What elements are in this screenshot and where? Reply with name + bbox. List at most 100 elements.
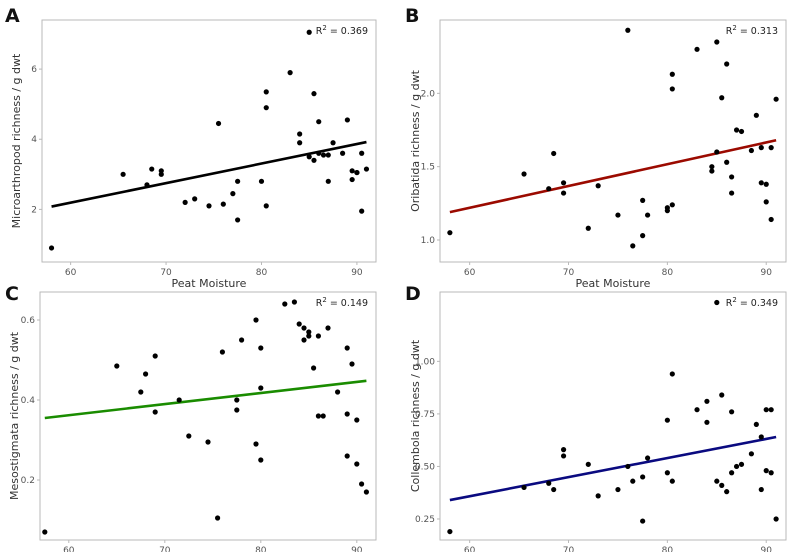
panel-b-data-point bbox=[758, 145, 764, 151]
panel-c-data-point bbox=[239, 337, 245, 343]
panel-c-regression-line bbox=[44, 379, 367, 420]
panel-b-r2-prefix: R bbox=[726, 26, 733, 37]
panel-a-r2-value: = 0.369 bbox=[327, 26, 368, 37]
panel-a-data-point bbox=[182, 199, 188, 205]
panel-b-letter: B bbox=[405, 5, 419, 27]
panel-b-data-point bbox=[630, 243, 636, 249]
panel-c-data-point bbox=[315, 333, 321, 339]
panel-d-data-point bbox=[719, 392, 725, 398]
panel-d-y-axis-label: Collembola richness / g dwt bbox=[409, 339, 422, 492]
panel-a-data-point bbox=[48, 245, 55, 251]
panel-c-r2-superscript: 2 bbox=[322, 296, 326, 304]
panel-d-y-tick-label: 1.00 bbox=[415, 357, 435, 367]
panel-d-data-point bbox=[758, 486, 764, 493]
panel-c-data-point bbox=[234, 397, 240, 403]
panel-a-data-point bbox=[206, 203, 212, 209]
panel-b-x-tick-label: 80 bbox=[662, 268, 674, 278]
panel-b-data-point bbox=[669, 71, 675, 77]
panel-b-data-point bbox=[763, 199, 769, 205]
panel-c-y-tick-label: 0.6 bbox=[21, 316, 36, 326]
panel-a-data-point bbox=[235, 178, 241, 184]
panel-a-data-point bbox=[316, 150, 322, 156]
panel-d-data-point bbox=[738, 461, 745, 467]
panel-b-data-point bbox=[669, 202, 675, 208]
panel-b-data-point bbox=[724, 61, 730, 67]
panel-c-data-point bbox=[215, 515, 221, 521]
panel-b-data-point bbox=[625, 27, 631, 33]
panel-a-data-point bbox=[311, 157, 317, 163]
panel-d-data-point bbox=[630, 478, 636, 484]
panel-c-plot-frame bbox=[39, 291, 377, 541]
panel-a-data-point bbox=[363, 166, 370, 172]
panel-d-data-point bbox=[585, 461, 591, 467]
panel-b-data-point bbox=[709, 164, 715, 170]
panel-b-y-tick-label: 2.0 bbox=[421, 89, 436, 99]
panel-b-y-axis-label: Oribatida richness / g dwt bbox=[409, 69, 422, 212]
panel-a-y-tick-label: 6 bbox=[31, 65, 37, 75]
panel-b-data-point bbox=[719, 95, 725, 101]
panel-b-data-point bbox=[585, 225, 591, 231]
panel-d-data-point bbox=[704, 419, 710, 425]
panel-c-data-point bbox=[176, 397, 182, 403]
panel-b-r2-superscript: 2 bbox=[732, 24, 736, 32]
panel-c-data-point bbox=[258, 457, 264, 463]
panel-b-data-point bbox=[709, 168, 715, 174]
panel-c-data-point bbox=[152, 353, 158, 359]
panel-c-data-point bbox=[42, 529, 48, 535]
panel-a-y-axis-label: Microarthropod richness / g dwt bbox=[10, 53, 23, 228]
panel-d-data-point bbox=[704, 398, 710, 404]
panel-b: B 60 70 80 90 1.0 1.5 2.0 Peat Moisture Oribatida… bbox=[405, 5, 787, 290]
panel-b-data-point bbox=[763, 181, 769, 187]
panel-a-data-point bbox=[144, 182, 150, 188]
panel-c-y-tick-label: 0.4 bbox=[21, 396, 36, 406]
panel-c-data-point bbox=[291, 299, 297, 305]
panel-d-data-point bbox=[560, 453, 567, 459]
panel-d-data-point bbox=[664, 417, 670, 423]
panel-a-plot-frame bbox=[41, 19, 377, 263]
panel-d-data-point bbox=[768, 407, 774, 413]
panel-a-data-point bbox=[340, 150, 346, 156]
panel-a-data-point bbox=[258, 178, 265, 184]
panel-b-data-point bbox=[768, 145, 774, 151]
panel-b-data-point bbox=[738, 128, 745, 135]
panel-a-data-point bbox=[297, 131, 303, 137]
panel-b-data-point bbox=[615, 212, 621, 218]
panel-b-x-tick-label: 70 bbox=[563, 268, 575, 278]
panel-a-letter: A bbox=[5, 5, 20, 27]
panel-a-x-axis-label: Peat Moisture bbox=[172, 277, 247, 290]
panel-b-data-point bbox=[560, 190, 567, 196]
panel-c-x-tick-label: 70 bbox=[159, 546, 171, 552]
panel-a-data-point bbox=[192, 196, 198, 202]
panel-b-data-point bbox=[640, 197, 646, 203]
panel-d-data-point bbox=[724, 489, 730, 495]
panel-b-data-point bbox=[645, 212, 651, 218]
panel-c-data-point bbox=[253, 317, 259, 323]
panel-b-data-point bbox=[773, 96, 779, 102]
panel-b-data-point bbox=[714, 149, 720, 155]
panel-b-data-point bbox=[560, 180, 567, 186]
panel-d-data-point bbox=[615, 486, 621, 493]
panel-a-y-tick-label: 2 bbox=[31, 205, 37, 215]
panel-c-data-point bbox=[186, 433, 192, 439]
panel-a-data-point bbox=[297, 140, 303, 146]
panel-d-data-point bbox=[521, 484, 527, 491]
panel-b-x-tick-label: 60 bbox=[464, 268, 476, 278]
panel-a-r2-prefix: R bbox=[316, 26, 323, 37]
panel-b-y-tick-label: 1.5 bbox=[421, 163, 435, 173]
panel-b-data-point bbox=[729, 174, 735, 180]
panel-c-data-point bbox=[114, 363, 120, 369]
panel-a-data-point bbox=[349, 168, 355, 174]
panel-b-data-point bbox=[733, 127, 740, 133]
panel-a-regression-line bbox=[51, 140, 367, 208]
panel-d-r2-prefix: R bbox=[726, 298, 733, 309]
panel-c-data-point bbox=[363, 489, 369, 495]
panel-c-data-point bbox=[143, 371, 149, 377]
panel-c-data-point bbox=[138, 389, 144, 395]
panel-a-data-point bbox=[287, 70, 293, 76]
panel-c-data-point bbox=[354, 417, 360, 423]
panel-b-data-point bbox=[724, 159, 730, 165]
panel-b-r2-value: = 0.313 bbox=[737, 26, 778, 37]
panel-a-data-point bbox=[306, 154, 312, 160]
